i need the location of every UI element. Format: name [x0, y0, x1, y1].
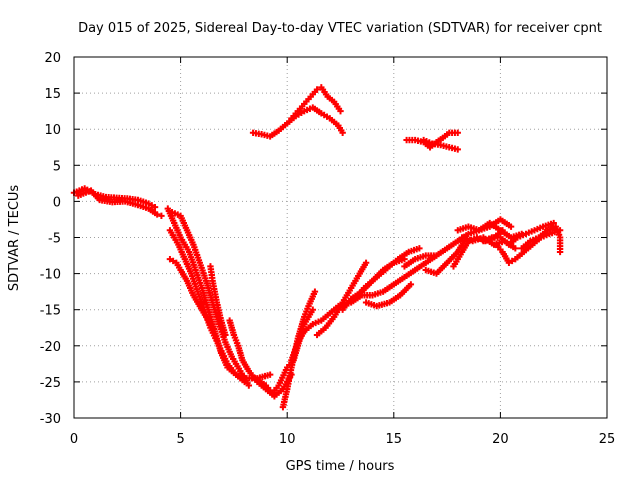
y-tick-label: -10: [40, 268, 61, 283]
y-tick-label: -20: [40, 340, 61, 355]
data-point: [454, 146, 461, 153]
y-axis-label: SDTVAR / TECUs: [7, 185, 22, 292]
data-point: [407, 281, 415, 288]
series-track-22: [480, 219, 557, 248]
series-track-11: [288, 302, 342, 364]
series-track-08: [226, 317, 295, 400]
y-tick-label: 5: [53, 159, 61, 174]
data-point: [151, 203, 159, 211]
x-tick-label: 10: [279, 432, 296, 447]
x-tick-label: 15: [386, 432, 403, 447]
y-tick-label: -15: [40, 304, 61, 319]
x-axis-label: GPS time / hours: [286, 459, 395, 474]
data-point: [507, 223, 515, 230]
data-point: [556, 248, 564, 256]
axis-ticks: 0 5 10 15 20 25 -30 -25 -20 -15 -10 -5 0 5 10 15 20: [40, 51, 616, 447]
data-point: [311, 288, 319, 295]
y-tick-label: -25: [40, 376, 61, 391]
series-track-06: [166, 255, 216, 331]
data-point: [222, 331, 229, 339]
series-track-16: [362, 281, 415, 310]
series-track-15: [337, 252, 440, 310]
series-track-02: [75, 187, 165, 220]
x-tick-label: 20: [492, 432, 509, 447]
data-point: [158, 212, 165, 220]
y-tick-label: 20: [44, 51, 61, 66]
series-track-14: [352, 245, 423, 303]
chart-title: Day 015 of 2025, Sidereal Day-to-day VTE…: [78, 21, 602, 36]
data-point: [337, 107, 344, 115]
y-tick-label: 0: [53, 195, 61, 210]
series-track-24: [518, 223, 564, 256]
y-tick-label: 15: [44, 87, 61, 102]
grid: [74, 57, 607, 418]
series-track-26: [288, 84, 344, 122]
data-point: [209, 324, 216, 331]
data-point: [339, 129, 346, 137]
x-tick-label: 25: [599, 432, 616, 447]
series-track-28: [420, 136, 461, 153]
series-track-07: [207, 263, 229, 339]
y-tick-label: -5: [48, 232, 61, 247]
data-point: [416, 245, 423, 252]
y-tick-label: -30: [40, 412, 61, 427]
data-points: [70, 84, 564, 411]
data-point: [245, 382, 253, 389]
data-point: [153, 211, 161, 218]
series-track-20: [454, 219, 525, 241]
data-point: [362, 259, 370, 266]
series-track-18: [422, 237, 468, 277]
data-point: [313, 86, 321, 93]
x-tick-label: 5: [176, 432, 184, 447]
data-point: [454, 129, 461, 137]
y-tick-label: 10: [44, 123, 61, 138]
data-point: [266, 371, 274, 378]
data-point: [512, 245, 519, 252]
x-tick-label: 0: [70, 432, 78, 447]
